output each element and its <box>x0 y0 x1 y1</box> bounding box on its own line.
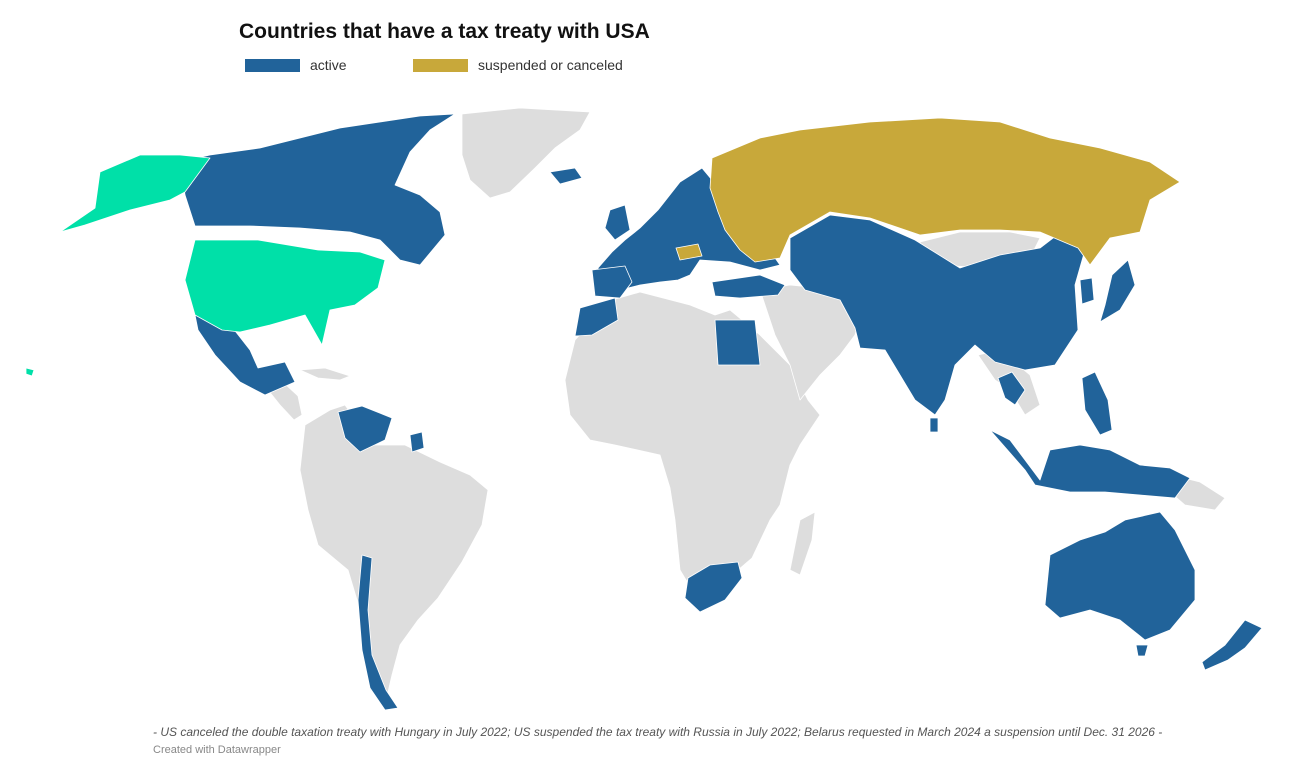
region-egypt[interactable] <box>714 319 761 366</box>
legend-label-active: active <box>310 57 347 73</box>
region-cuba-hispaniola[interactable] <box>299 367 351 381</box>
region-venezuela[interactable] <box>337 405 393 453</box>
legend-label-suspended: suspended or canceled <box>478 57 623 73</box>
region-central-asia-china-india[interactable] <box>789 214 1086 416</box>
region-australia[interactable] <box>1044 511 1196 641</box>
region-united-states[interactable] <box>184 239 386 346</box>
map-title: Countries that have a tax treaty with US… <box>239 20 650 43</box>
region-mexico[interactable] <box>194 314 296 396</box>
region-chile[interactable] <box>357 554 399 711</box>
credit-line: Created with Datawrapper <box>153 744 281 756</box>
region-guiana[interactable] <box>409 431 425 453</box>
footnote: - US canceled the double taxation treaty… <box>153 725 1163 739</box>
region-turkey[interactable] <box>711 274 786 299</box>
legend-item-suspended: suspended or canceled <box>413 57 623 73</box>
region-japan[interactable] <box>1099 259 1136 323</box>
region-tasmania[interactable] <box>1135 644 1149 657</box>
region-uk-ireland[interactable] <box>604 204 631 241</box>
region-south-america[interactable] <box>299 404 489 706</box>
legend-swatch-suspended <box>413 58 468 72</box>
region-russia[interactable] <box>709 117 1181 266</box>
region-south-korea[interactable] <box>1079 277 1095 305</box>
legend-item-active: active <box>245 57 347 73</box>
legend-swatch-active <box>245 58 300 72</box>
region-iberia[interactable] <box>591 265 633 299</box>
region-canada[interactable] <box>179 113 456 266</box>
region-hawaii[interactable] <box>25 367 35 377</box>
region-south-africa[interactable] <box>684 561 743 613</box>
region-philippines[interactable] <box>1081 371 1113 436</box>
region-sri-lanka[interactable] <box>929 417 939 433</box>
region-madagascar[interactable] <box>789 511 816 576</box>
region-hungary[interactable] <box>675 243 703 261</box>
region-africa[interactable] <box>564 291 821 591</box>
region-greenland[interactable] <box>461 107 591 199</box>
region-morocco-tunisia[interactable] <box>574 297 619 337</box>
region-iceland[interactable] <box>549 167 583 185</box>
region-indonesia[interactable] <box>989 429 1191 499</box>
region-thailand[interactable] <box>997 371 1026 406</box>
region-new-zealand[interactable] <box>1201 619 1263 671</box>
world-map[interactable] <box>0 100 1310 720</box>
region-alaska[interactable] <box>59 154 211 233</box>
